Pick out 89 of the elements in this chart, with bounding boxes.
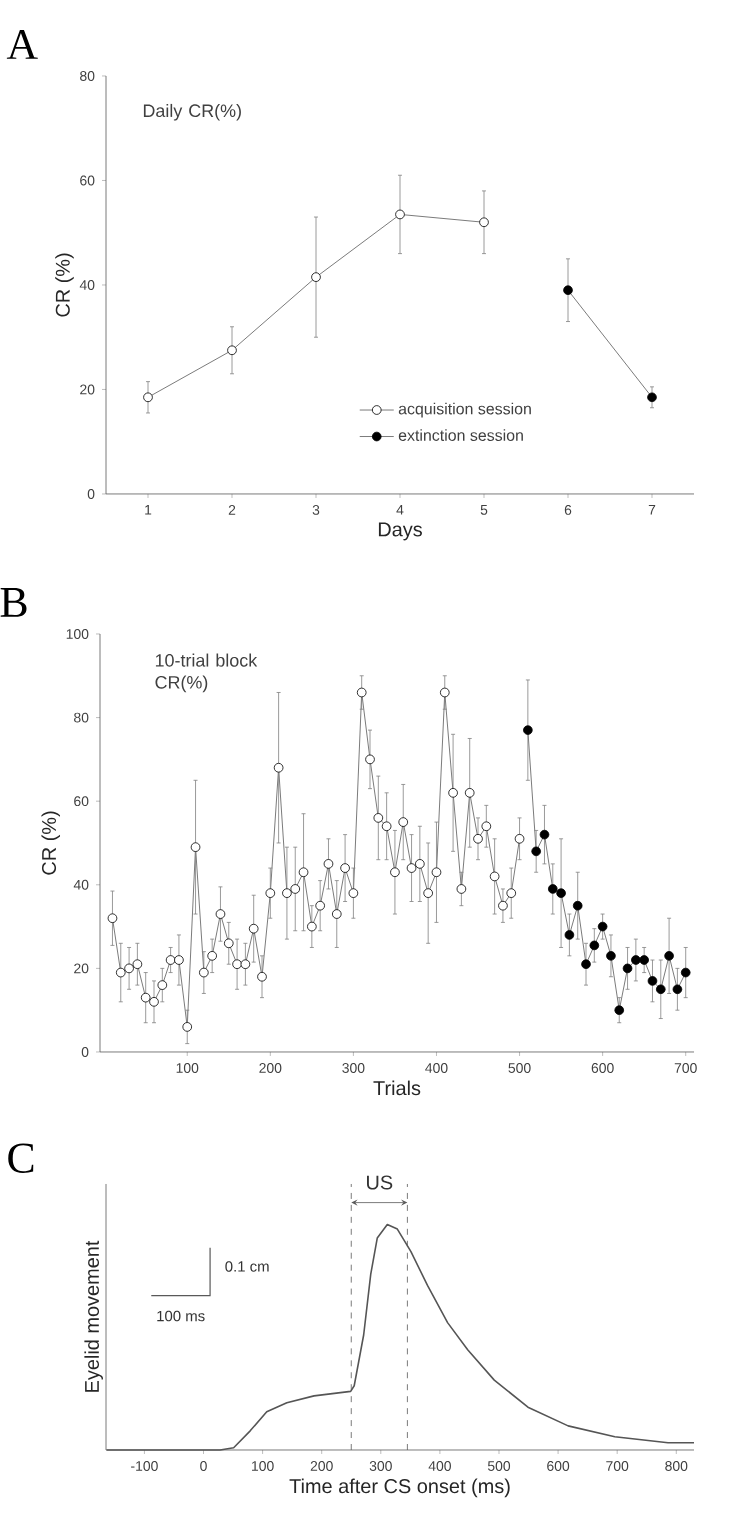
point — [597, 921, 608, 932]
annotation: 10-trial block CR(%) — [155, 653, 258, 693]
y-axis-title: CR (%) — [41, 811, 61, 875]
point — [149, 997, 159, 1007]
point — [240, 959, 251, 969]
point — [257, 971, 267, 982]
point — [265, 888, 276, 898]
point — [564, 930, 575, 940]
point — [199, 967, 209, 978]
point — [556, 888, 566, 898]
y-axis-title: Eyelid movement — [84, 1240, 103, 1392]
point — [531, 846, 541, 857]
chart-title: C — [8, 1143, 34, 1173]
point — [622, 963, 633, 974]
point — [207, 951, 217, 961]
point — [340, 863, 350, 873]
point — [456, 884, 467, 894]
point — [174, 955, 184, 965]
point — [498, 900, 508, 911]
point — [481, 821, 492, 832]
point — [165, 955, 176, 965]
point — [547, 884, 558, 894]
point — [373, 813, 384, 823]
x-axis-title: Time after CS onset (ms) — [289, 1478, 510, 1498]
point — [572, 900, 583, 911]
point — [589, 940, 600, 951]
point — [290, 884, 301, 894]
point — [639, 955, 649, 965]
annotation: Daily CR(%) — [143, 103, 241, 121]
point — [473, 834, 483, 844]
point — [523, 725, 533, 735]
point — [672, 984, 683, 995]
point — [680, 967, 691, 978]
point — [315, 900, 325, 911]
point — [390, 867, 400, 878]
x-axis-title: Days — [378, 522, 422, 541]
point — [439, 687, 450, 698]
point — [143, 392, 153, 403]
point — [563, 285, 573, 295]
point — [227, 345, 237, 356]
point — [115, 967, 126, 978]
point — [273, 762, 284, 773]
chart-title: B — [0, 588, 27, 617]
point — [356, 687, 367, 698]
point — [464, 788, 475, 798]
point — [282, 888, 292, 898]
point — [365, 754, 375, 765]
point — [323, 859, 334, 869]
point — [331, 909, 342, 919]
point — [506, 888, 517, 898]
point — [381, 821, 392, 832]
point — [157, 980, 168, 990]
point — [140, 992, 151, 1003]
point — [298, 867, 309, 878]
chart-title: A — [6, 29, 38, 59]
point — [631, 955, 641, 965]
point — [311, 272, 321, 282]
point — [415, 859, 425, 869]
point — [215, 909, 226, 919]
point — [190, 842, 201, 852]
point — [479, 217, 489, 228]
point — [406, 863, 417, 873]
point — [307, 921, 317, 932]
point — [514, 834, 525, 844]
point — [107, 913, 118, 924]
point — [398, 817, 409, 827]
point — [232, 959, 242, 969]
point — [395, 209, 405, 220]
point — [423, 888, 433, 898]
point — [606, 951, 616, 961]
point — [647, 976, 658, 986]
point — [614, 1005, 625, 1015]
point — [124, 963, 134, 974]
point — [132, 959, 143, 969]
point — [539, 829, 550, 840]
point — [448, 788, 458, 798]
x-axis-title: Trials — [373, 1080, 421, 1096]
point — [489, 871, 500, 882]
y-axis-title: CR (%) — [55, 253, 74, 317]
point — [431, 867, 442, 878]
text: US — [367, 1175, 393, 1190]
point — [647, 392, 657, 403]
point — [223, 938, 234, 949]
point — [182, 1022, 193, 1032]
point — [348, 888, 359, 898]
point — [581, 959, 591, 969]
point — [655, 984, 666, 995]
point — [664, 951, 674, 961]
point — [248, 923, 259, 934]
